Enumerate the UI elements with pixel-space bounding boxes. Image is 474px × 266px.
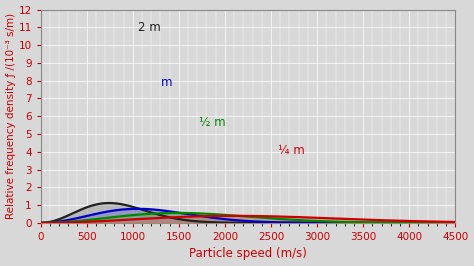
Text: 2 m: 2 m xyxy=(138,21,161,34)
Text: ¼ m: ¼ m xyxy=(278,144,305,157)
Text: ½ m: ½ m xyxy=(199,116,226,129)
X-axis label: Particle speed (m/s): Particle speed (m/s) xyxy=(189,247,307,260)
Y-axis label: Relative frequency density ƒ /(10⁻³ s/m): Relative frequency density ƒ /(10⁻³ s/m) xyxy=(6,13,16,219)
Text: m: m xyxy=(160,76,172,89)
